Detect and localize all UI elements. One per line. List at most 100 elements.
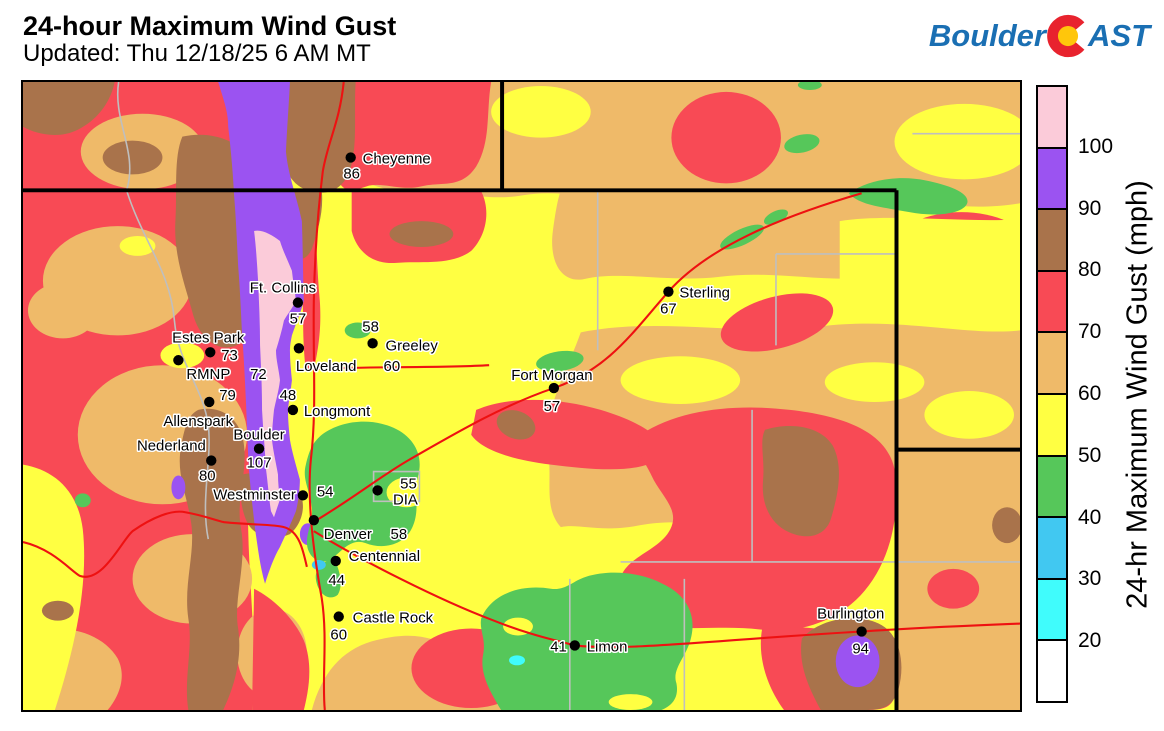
centennial-dot xyxy=(330,555,341,567)
limon-value: 41 xyxy=(550,638,567,655)
longmont-label: Longmont xyxy=(304,403,371,420)
colorbar-axis-label: 24-hr Maximum Wind Gust (mph) xyxy=(1121,180,1154,609)
burlington-value: 94 xyxy=(852,640,869,657)
fort-morgan-label: Fort Morgan xyxy=(511,367,592,384)
burlington-dot xyxy=(856,626,867,637)
bouldercast-logo: Boulder AST xyxy=(929,13,1150,59)
ft-collins-dot xyxy=(292,297,304,308)
nederland-label: Nederland xyxy=(137,438,206,455)
greeley-value: 58 xyxy=(362,318,379,335)
greeley-dot xyxy=(367,338,378,349)
city-denver: Denver 58 xyxy=(308,515,409,545)
legend-tick: 100 xyxy=(1078,134,1114,158)
loveland-dot xyxy=(293,343,305,354)
dia-value: 55 xyxy=(400,475,417,492)
contour-layer xyxy=(23,82,1020,710)
burlington-label: Burlington xyxy=(817,606,884,623)
updated-timestamp: Updated: Thu 12/18/25 6 AM MT xyxy=(23,40,371,68)
city-castle-rock: Castle Rock 60 xyxy=(329,608,435,645)
legend-tick: 90 xyxy=(1078,196,1102,220)
fort-morgan-value: 57 xyxy=(544,398,561,415)
cheyenne-label: Cheyenne xyxy=(363,150,431,167)
boulder-value: 107 xyxy=(247,455,272,472)
limon-label: Limon xyxy=(587,638,628,655)
sterling-label: Sterling xyxy=(679,285,730,302)
westminster-value: 54 xyxy=(317,483,334,500)
state-borders xyxy=(23,82,1020,710)
estes-park-dot xyxy=(205,347,216,358)
centennial-value: 44 xyxy=(328,572,345,589)
city-burlington: Burlington 94 xyxy=(816,604,886,659)
westminster-dot xyxy=(297,490,309,501)
castle-rock-value: 60 xyxy=(330,626,347,643)
boulder-label: Boulder xyxy=(233,427,284,444)
legend-tick: 70 xyxy=(1078,320,1102,344)
legend-swatch xyxy=(1036,331,1068,395)
centennial-label: Centennial xyxy=(349,548,420,565)
legend-tick: 60 xyxy=(1078,382,1102,405)
legend-swatch xyxy=(1036,516,1068,580)
loveland-value: 60 xyxy=(384,358,401,375)
greeley-label: Greeley xyxy=(386,337,439,354)
legend-tick: 30 xyxy=(1078,567,1102,591)
legend-swatch xyxy=(1036,146,1068,211)
loveland-label: Loveland xyxy=(296,358,357,375)
estes-park-value: 73 xyxy=(221,347,238,364)
legend-swatch xyxy=(1036,454,1068,519)
city-limon: Limon 41 xyxy=(549,637,629,657)
page-title: 24-hour Maximum Wind Gust xyxy=(23,11,397,41)
cheyenne-value: 86 xyxy=(343,165,360,182)
allenspark-label: Allenspark xyxy=(163,413,233,430)
allenspark-value: 79 xyxy=(219,387,236,404)
rmnp-value: 72 xyxy=(250,366,267,383)
sterling-dot xyxy=(663,286,674,297)
legend-tick: 40 xyxy=(1078,505,1102,529)
dia-label: DIA xyxy=(393,491,418,508)
castle-rock-label: Castle Rock xyxy=(353,610,434,627)
highway-lines xyxy=(23,82,1020,710)
boulder-dot xyxy=(253,443,265,454)
wind-gust-map: Cheyenne 86 Ft. Collins 57 Estes Park 73 RMNP 7… xyxy=(21,80,1022,712)
legend-swatch xyxy=(1036,208,1068,272)
longmont-value: 48 xyxy=(280,387,297,404)
legend-swatch xyxy=(1036,85,1068,149)
legend-swatch xyxy=(1036,577,1068,642)
city-greeley: Greeley 58 xyxy=(361,317,440,356)
city-boulder: Boulder 107 xyxy=(232,425,286,473)
nederland-value: 80 xyxy=(199,467,216,484)
dia-dot xyxy=(372,485,383,496)
denver-label: Denver xyxy=(324,526,372,543)
legend-tick: 20 xyxy=(1078,629,1102,653)
allenspark-dot xyxy=(204,396,215,408)
city-ft-collins: Ft. Collins 57 xyxy=(248,278,317,329)
nederland-dot xyxy=(206,455,217,466)
estes-park-label: Estes Park xyxy=(172,329,245,346)
city-westminster: Westminster 54 xyxy=(212,482,335,505)
logo-text-ast: AST xyxy=(1088,18,1150,53)
colorbar xyxy=(1036,85,1068,703)
colorado-c-icon xyxy=(1045,13,1091,59)
city-nederland: Nederland 80 xyxy=(135,436,217,486)
city-allenspark: Allenspark 79 xyxy=(162,385,237,431)
legend-tick: 80 xyxy=(1078,258,1102,282)
ft-collins-label: Ft. Collins xyxy=(250,280,316,297)
limon-dot xyxy=(569,640,580,651)
denver-value: 58 xyxy=(391,526,408,543)
city-longmont: Longmont 48 xyxy=(278,385,372,421)
ft-collins-value: 57 xyxy=(290,310,307,327)
city-loveland: Loveland 60 xyxy=(293,343,402,377)
longmont-dot xyxy=(287,404,299,416)
westminster-label: Westminster xyxy=(213,486,296,503)
legend-swatch xyxy=(1036,639,1068,703)
legend-tick: 50 xyxy=(1078,443,1102,467)
logo-text-boulder: Boulder xyxy=(928,18,1046,53)
rmnp-label: RMNP xyxy=(186,366,230,383)
